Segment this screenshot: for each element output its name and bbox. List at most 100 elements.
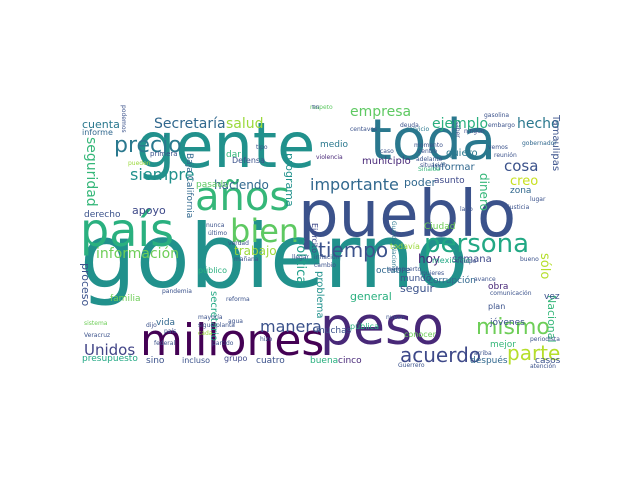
cloud-word: adelante bbox=[416, 156, 443, 163]
cloud-word: Secretaría bbox=[154, 116, 226, 132]
cloud-word: último bbox=[208, 230, 228, 237]
cloud-word: agua bbox=[228, 318, 243, 325]
cloud-word: gasolina bbox=[484, 112, 510, 119]
cloud-word: derecho bbox=[84, 210, 121, 220]
cloud-word: cinco bbox=[338, 356, 362, 366]
cloud-word: corrupción bbox=[428, 276, 476, 286]
cloud-word: municipio bbox=[362, 156, 411, 167]
cloud-word: haciendo bbox=[214, 178, 269, 192]
cloud-word: caso bbox=[380, 148, 394, 155]
cloud-word: hecho bbox=[517, 116, 560, 132]
cloud-word: cuatro bbox=[256, 356, 285, 366]
cloud-word: buena bbox=[310, 356, 339, 366]
cloud-word: ejemplo bbox=[432, 116, 489, 132]
cloud-word: respeto bbox=[310, 105, 333, 111]
cloud-word: trabajo bbox=[234, 244, 277, 258]
cloud-word: nunca bbox=[206, 222, 225, 229]
cloud-word: justicia bbox=[508, 204, 530, 211]
cloud-word: seguridad bbox=[83, 137, 99, 207]
cloud-word: informe bbox=[82, 128, 113, 137]
cloud-word: pueblo bbox=[298, 178, 517, 252]
cloud-word: aeropuerto bbox=[388, 266, 422, 273]
cloud-word: público bbox=[198, 266, 227, 275]
cloud-word: pública bbox=[350, 322, 379, 331]
cloud-word: importante bbox=[310, 175, 399, 194]
cloud-word: informar bbox=[432, 162, 475, 173]
cloud-word: deuda bbox=[400, 122, 419, 129]
cloud-word: periodista bbox=[530, 336, 560, 343]
cloud-word: vemos bbox=[488, 144, 508, 151]
cloud-word: avance bbox=[474, 276, 496, 283]
cloud-word: manera bbox=[260, 317, 322, 336]
cloud-word: acuerdo bbox=[400, 343, 482, 367]
cloud-word: país bbox=[164, 328, 177, 335]
cloud-word: Unidos bbox=[84, 341, 136, 359]
cloud-word: bueno bbox=[520, 256, 539, 263]
cloud-word: podemos bbox=[120, 105, 127, 133]
cloud-word: Ejército bbox=[310, 223, 319, 253]
cloud-word: reunión bbox=[494, 152, 517, 159]
cloud-word: toda bbox=[370, 108, 497, 173]
cloud-word: cosa bbox=[504, 157, 539, 175]
cloud-word: medio bbox=[320, 140, 349, 150]
cloud-word: persona bbox=[424, 229, 530, 259]
cloud-word: Guerrero bbox=[398, 362, 425, 369]
cloud-word: Sinaloa bbox=[418, 166, 440, 173]
cloud-word: fin bbox=[312, 105, 320, 111]
cloud-word: mundo bbox=[400, 274, 432, 284]
cloud-word: arriba bbox=[474, 350, 492, 357]
cloud-word: dijo bbox=[146, 322, 157, 329]
cloud-word: planta bbox=[216, 322, 235, 329]
cloud-word: gobernador bbox=[522, 140, 557, 147]
cloud-word: octubre bbox=[376, 266, 411, 276]
cloud-word: vida bbox=[156, 318, 176, 328]
cloud-word: situación bbox=[420, 162, 448, 169]
cloud-word: después bbox=[470, 356, 508, 366]
cloud-word: muchas bbox=[316, 326, 352, 336]
cloud-word: bien bbox=[230, 212, 300, 250]
cloud-word: mismo bbox=[476, 315, 550, 340]
cloud-word: gente bbox=[136, 109, 316, 182]
cloud-word: comunicación bbox=[490, 290, 532, 297]
word-cloud: gobierno gente toda pueblo país peso mil… bbox=[80, 105, 560, 370]
cloud-word: sistema bbox=[84, 320, 108, 327]
cloud-word: precio bbox=[114, 133, 182, 158]
cloud-word: federal bbox=[154, 340, 176, 347]
cloud-word: hizo bbox=[260, 336, 273, 343]
cloud-word: embargo bbox=[488, 122, 515, 129]
cloud-word: obra bbox=[488, 282, 509, 292]
cloud-word: tipo bbox=[256, 144, 268, 151]
cloud-word: parte bbox=[507, 341, 560, 365]
cloud-word: millones bbox=[140, 315, 325, 366]
cloud-word: inflación bbox=[314, 254, 340, 261]
cloud-word: mejor bbox=[490, 340, 517, 350]
cloud-word: tiempo bbox=[318, 238, 389, 262]
cloud-word: cuenta bbox=[82, 118, 120, 131]
cloud-word: jóvenes bbox=[490, 318, 525, 328]
cloud-word: país bbox=[80, 203, 175, 257]
cloud-word: Defensa bbox=[232, 156, 265, 165]
cloud-word: Nacional bbox=[545, 295, 558, 343]
cloud-word: creo bbox=[510, 174, 539, 189]
cloud-word: Tamaulipas bbox=[550, 115, 560, 172]
cloud-word: grupo bbox=[224, 354, 248, 363]
cloud-word: apoyo bbox=[132, 204, 166, 217]
cloud-word: siempre bbox=[130, 165, 195, 184]
cloud-word: pandemia bbox=[162, 288, 192, 295]
cloud-word: llegar bbox=[292, 254, 309, 261]
cloud-word: mujeres bbox=[420, 270, 445, 277]
cloud-word: familia bbox=[110, 294, 141, 304]
cloud-word: información bbox=[96, 246, 180, 262]
cloud-word: ningún bbox=[464, 128, 485, 135]
cloud-word: mañana bbox=[234, 256, 259, 263]
cloud-word: poder bbox=[404, 176, 436, 189]
cloud-word: general bbox=[350, 290, 392, 303]
cloud-word: dar bbox=[226, 150, 241, 160]
cloud-word: presupuesto bbox=[82, 354, 138, 364]
cloud-word: momento bbox=[414, 142, 443, 149]
cloud-word: Guardia Nacional bbox=[390, 221, 397, 273]
cloud-word: centavos bbox=[350, 126, 378, 133]
cloud-word: problema bbox=[314, 271, 325, 319]
cloud-word: proceso bbox=[80, 263, 92, 307]
cloud-word: mexicano bbox=[432, 256, 471, 265]
